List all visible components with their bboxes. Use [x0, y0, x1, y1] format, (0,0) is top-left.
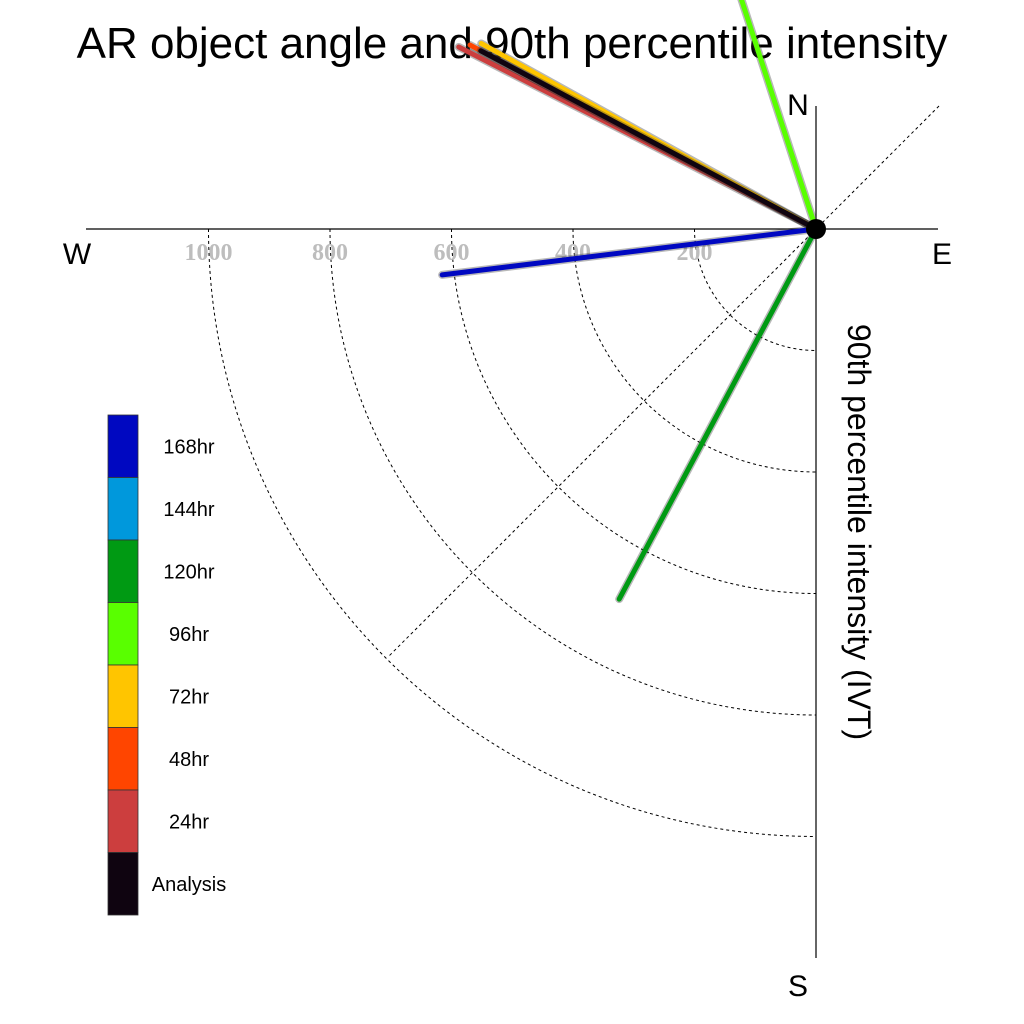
- legend-swatch-analysis: [107, 852, 139, 916]
- legend-swatch-168hr: [107, 414, 139, 478]
- legend-label-48hr: 48hr: [169, 749, 209, 771]
- legend-label-144hr: 144hr: [163, 499, 214, 521]
- compass-east: E: [932, 238, 952, 271]
- vector-series: [438, 0, 820, 604]
- legend-swatch-24hr: [107, 789, 139, 853]
- legend: 168hr 144hr 120hr 96hr 72hr 48hr 24hr Analysis: [107, 414, 226, 916]
- legend-label-168hr: 168hr: [163, 436, 214, 458]
- radial-ring-800: [329, 228, 817, 716]
- legend-swatch-120hr: [107, 539, 139, 603]
- legend-swatch-144hr: [107, 477, 139, 541]
- vector-120hr-line: [616, 226, 819, 602]
- vector-168hr-line: [439, 226, 819, 278]
- vector-96hr-line: [738, 0, 819, 232]
- legend-label-72hr: 72hr: [169, 686, 209, 708]
- vector-analysis: [476, 46, 820, 233]
- radial-ring-400: [572, 228, 817, 473]
- legend-swatch-96hr: [107, 602, 139, 666]
- radial-tick-label-600: 600: [434, 240, 470, 266]
- legend-swatch-72hr: [107, 664, 139, 728]
- vector-168hr: [438, 225, 820, 279]
- radial-ring-200: [694, 228, 817, 351]
- legend-label-120hr: 120hr: [163, 561, 214, 583]
- radial-ring-1000: [208, 228, 817, 837]
- legend-label-96hr: 96hr: [169, 624, 209, 646]
- vector-96hr: [737, 0, 820, 233]
- vector-120hr: [615, 225, 820, 604]
- radial-tick-label-1000: 1000: [185, 240, 233, 266]
- compass-south: S: [788, 970, 808, 1003]
- y-axis-label: 90th percentile intensity (IVT): [841, 324, 877, 740]
- legend-swatch-48hr: [107, 727, 139, 791]
- origin-point: [806, 219, 826, 239]
- compass-north: N: [787, 89, 809, 122]
- vector-analysis-line: [478, 48, 819, 232]
- legend-label-analysis: Analysis: [152, 874, 226, 896]
- radial-rings: [208, 228, 817, 837]
- radial-tick-label-800: 800: [312, 240, 348, 266]
- compass-west: W: [63, 238, 92, 271]
- radial-ring-600: [451, 228, 817, 594]
- legend-label-24hr: 24hr: [169, 811, 209, 833]
- diagonal-guide: [387, 105, 940, 658]
